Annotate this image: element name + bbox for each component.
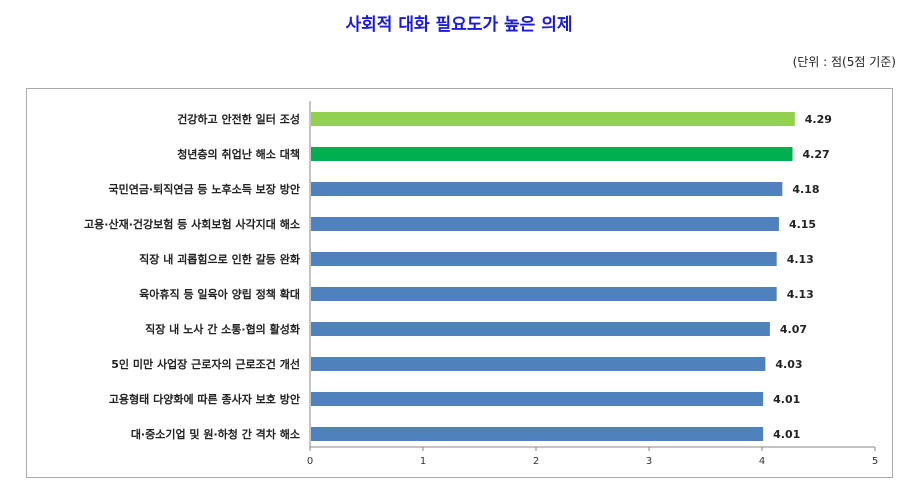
- value-label: 4.13: [787, 288, 814, 301]
- value-label: 4.15: [789, 218, 816, 231]
- category-label: 청년층의 취업난 해소 대책: [177, 147, 300, 161]
- category-label: 대·중소기업 및 원·하청 간 격차 해소: [131, 427, 300, 441]
- value-label: 4.03: [775, 358, 802, 371]
- value-label: 4.07: [780, 323, 807, 336]
- bar: [311, 392, 764, 406]
- category-label: 국민연금·퇴직연금 등 노후소득 보장 방안: [108, 182, 300, 196]
- bar: [311, 182, 783, 196]
- category-label: 직장 내 괴롭힘으로 인한 갈등 완화: [139, 252, 300, 266]
- category-label: 육아휴직 등 일육아 양립 정책 확대: [139, 287, 300, 301]
- category-label: 직장 내 노사 간 소통·협의 활성화: [145, 322, 300, 336]
- value-label: 4.01: [773, 393, 800, 406]
- value-label: 4.01: [773, 428, 800, 441]
- x-tick-label: 5: [872, 456, 878, 467]
- chart-frame: 0 1 2 3 4 5 건강하고 안전한 일터 조성 4.29 청년층의 취업난 해소 대책 4.…: [26, 88, 893, 478]
- chart-title: 사회적 대화 필요도가 높은 의제: [345, 15, 573, 35]
- x-tick-label: 0: [307, 456, 313, 467]
- category-label: 고용·산재·건강보험 등 사회보험 사각지대 해소: [84, 217, 300, 231]
- value-label: 4.18: [792, 183, 819, 196]
- category-label: 건강하고 안전한 일터 조성: [177, 112, 300, 126]
- x-tick-label: 3: [646, 456, 652, 467]
- bar: [311, 322, 770, 336]
- x-tick-label: 1: [420, 456, 426, 467]
- bar-chart: 0 1 2 3 4 5 건강하고 안전한 일터 조성 4.29 청년층의 취업난 해소 대책 4.…: [84, 101, 878, 467]
- bar: [311, 252, 777, 266]
- bar: [311, 112, 795, 126]
- category-label: 5인 미만 사업장 근로자의 근로조건 개선: [111, 357, 300, 371]
- value-label: 4.27: [803, 148, 830, 161]
- category-label: 고용형태 다양화에 따른 종사자 보호 방안: [109, 392, 300, 406]
- bar: [311, 287, 777, 301]
- bar: [311, 427, 764, 441]
- value-label: 4.29: [805, 113, 832, 126]
- bar: [311, 147, 793, 161]
- unit-note: (단위 : 점(5점 기준): [792, 55, 896, 69]
- bar: [311, 357, 766, 371]
- bar: [311, 217, 779, 231]
- x-tick-label: 4: [759, 456, 765, 467]
- x-tick-label: 2: [533, 456, 539, 467]
- value-label: 4.13: [787, 253, 814, 266]
